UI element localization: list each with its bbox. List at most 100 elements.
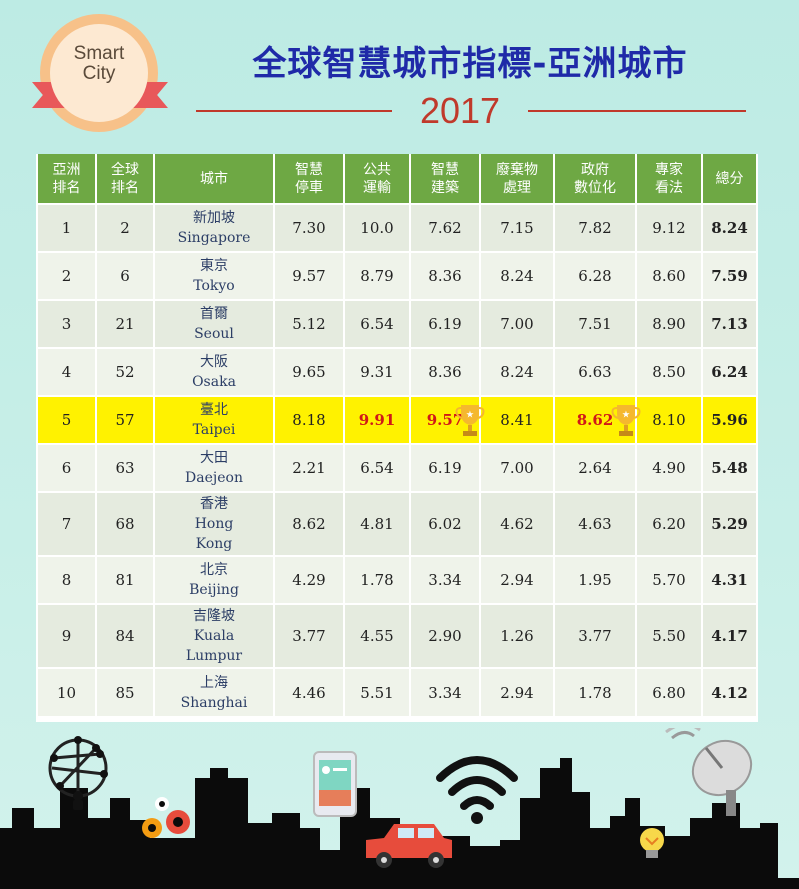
gov-digital-cell: 1.95 [554, 555, 637, 604]
table-row: 9 84 吉隆坡 Kuala Lumpur 3.77 4.55 2.90 1.26 3.77 5.… [38, 603, 756, 668]
city-name-zh: 臺北 [200, 402, 228, 418]
smartphone-icon [313, 751, 357, 817]
smart-building-cell: 9.57 ★ [410, 395, 485, 444]
city-name-zh: 上海 [200, 674, 228, 691]
city-cell: 東京 Tokyo [154, 251, 275, 300]
asia-rank-cell: 1 [38, 203, 97, 252]
ranking-table: 亞洲 排名 全球 排名 城市 智慧 停車 公共 運輸 智慧 建築 廢棄物 處理 … [38, 154, 756, 716]
smart-parking-cell: 9.65 [274, 347, 345, 396]
gov-digital-cell: 6.28 [554, 251, 637, 300]
city-name-zh: 吉隆坡 [193, 608, 235, 624]
waste-cell: 2.94 [480, 667, 555, 716]
gov-digital-cell: 4.63 [554, 491, 637, 556]
logo-line1: Smart [73, 43, 125, 64]
public-transit-cell: 6.54 [344, 443, 411, 492]
header-public-transit: 公共 運輸 [344, 154, 411, 204]
smart-building-cell: 2.90 [410, 603, 481, 668]
expert-cell: 5.50 [636, 603, 703, 668]
city-name-en: Seoul [194, 326, 234, 342]
header-expert: 專家 看法 [636, 154, 703, 204]
global-rank-cell: 84 [96, 603, 155, 668]
smart-building-cell: 8.36 [410, 251, 481, 300]
city-cell: 大田 Daejeon [154, 443, 275, 492]
header-total: 總分 [702, 154, 756, 204]
city-name-en: Daejeon [185, 470, 243, 486]
expert-cell: 8.50 [636, 347, 703, 396]
waste-cell: 7.00 [480, 299, 555, 348]
expert-cell: 8.90 [636, 299, 703, 348]
smart-parking-cell: 8.62 [274, 491, 345, 556]
global-rank-cell: 57 [96, 395, 155, 444]
asia-rank-cell: 7 [38, 491, 97, 556]
gears-icon [142, 797, 190, 838]
city-name-zh: 首爾 [200, 306, 228, 322]
public-transit-cell: 4.55 [344, 603, 411, 668]
table-row: 8 81 北京 Beijing 4.29 1.78 3.34 2.94 1.95 5.70 4.31 [38, 555, 756, 604]
wifi-icon [436, 756, 518, 810]
city-cell: 首爾 Seoul [154, 299, 275, 348]
public-transit-cell: 9.31 [344, 347, 411, 396]
city-name-zh: 大田 [200, 450, 228, 466]
city-name-en: Beijing [189, 582, 239, 598]
svg-text:★: ★ [466, 409, 474, 419]
waste-cell: 7.15 [480, 203, 555, 252]
global-rank-cell: 52 [96, 347, 155, 396]
city-name-en: Tokyo [193, 278, 235, 294]
satellite-dish-icon [665, 728, 753, 816]
building-silhouette [0, 758, 778, 889]
public-transit-cell: 6.54 [344, 299, 411, 348]
city-name-en: Osaka [192, 374, 236, 390]
city-name-en: Kuala Lumpur [185, 628, 243, 664]
global-rank-cell: 63 [96, 443, 155, 492]
table-row: 4 52 大阪 Osaka 9.65 9.31 8.36 8.24 6.63 8.50 6.24 [38, 347, 756, 396]
total-score-cell: 6.24 [702, 347, 756, 396]
gov-digital-cell: 6.63 [554, 347, 637, 396]
logo-line2: City [82, 63, 116, 84]
asia-rank-cell: 2 [38, 251, 97, 300]
header-smart-building: 智慧 建築 [410, 154, 481, 204]
waste-cell: 8.24 [480, 347, 555, 396]
header-smart-parking: 智慧 停車 [274, 154, 345, 204]
asia-rank-cell: 8 [38, 555, 97, 604]
page-title: 全球智慧城市指標-亞洲城市 [252, 44, 688, 84]
global-rank-cell: 81 [96, 555, 155, 604]
city-name-zh: 大阪 [200, 354, 228, 370]
city-name-en: Taipei [192, 422, 236, 438]
global-rank-cell: 85 [96, 667, 155, 716]
global-rank-cell: 68 [96, 491, 155, 556]
smart-parking-cell: 9.57 [274, 251, 345, 300]
year-divider-left [196, 110, 392, 112]
total-score-cell: 5.96 [702, 395, 756, 444]
table-row: 6 63 大田 Daejeon 2.21 6.54 6.19 7.00 2.64 4.90 5.48 [38, 443, 756, 492]
smart-building-cell: 3.34 [410, 555, 481, 604]
public-transit-cell: 5.51 [344, 667, 411, 716]
waste-cell: 1.26 [480, 603, 555, 668]
total-score-cell: 7.59 [702, 251, 756, 300]
asia-rank-cell: 9 [38, 603, 97, 668]
waste-cell: 7.00 [480, 443, 555, 492]
lightbulb-icon [640, 828, 664, 858]
expert-cell: 5.70 [636, 555, 703, 604]
table-row: 7 68 香港 Hong Kong 8.62 4.81 6.02 4.62 4.63 6.20 5.… [38, 491, 756, 556]
trophy-icon: ★ [611, 403, 641, 437]
gov-digital-cell: 8.62 ★ [554, 395, 641, 444]
total-score-cell: 5.29 [702, 491, 756, 556]
smart-parking-cell: 2.21 [274, 443, 345, 492]
smart-parking-cell: 5.12 [274, 299, 345, 348]
header-global-rank: 全球 排名 [96, 154, 155, 204]
city-name-zh: 新加坡 [193, 210, 235, 226]
table-header-row: 亞洲 排名 全球 排名 城市 智慧 停車 公共 運輸 智慧 建築 廢棄物 處理 … [38, 154, 756, 204]
city-cell: 大阪 Osaka [154, 347, 275, 396]
asia-rank-cell: 6 [38, 443, 97, 492]
city-cell: 新加坡 Singapore [154, 203, 275, 252]
header-city: 城市 [154, 154, 275, 204]
smart-building-cell: 3.34 [410, 667, 481, 716]
city-cell: 吉隆坡 Kuala Lumpur [154, 603, 275, 668]
public-transit-cell: 8.79 [344, 251, 411, 300]
public-transit-cell: 9.91 [344, 395, 411, 444]
gov-digital-cell: 3.77 [554, 603, 637, 668]
expert-cell: 9.12 [636, 203, 703, 252]
gov-digital-cell: 2.64 [554, 443, 637, 492]
gov-digital-cell: 7.51 [554, 299, 637, 348]
expert-cell: 6.80 [636, 667, 703, 716]
